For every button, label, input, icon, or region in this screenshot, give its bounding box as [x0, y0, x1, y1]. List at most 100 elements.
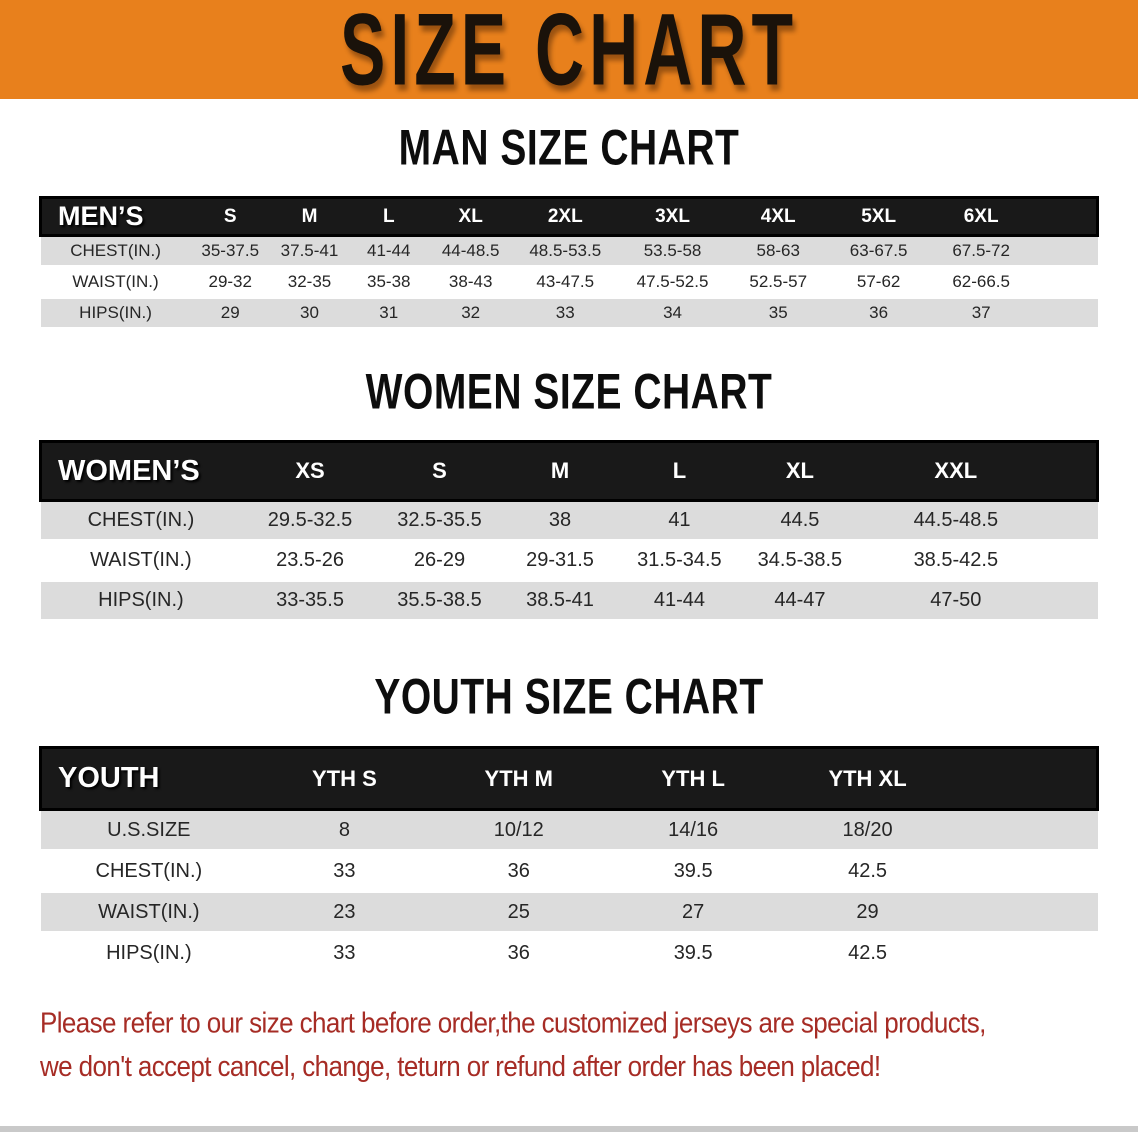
size-value: 47-50: [860, 580, 1051, 622]
row-label: U.S.SIZE: [40, 809, 258, 852]
row-label: CHEST(IN.): [40, 235, 191, 268]
table-row: CHEST(IN.) 29.5-32.5 32.5-35.5 38 41 44.5 44.5…: [40, 500, 1098, 542]
size-value: 32: [428, 297, 513, 330]
banner: SIZE CHART: [0, 0, 1138, 107]
size-value: 23: [257, 891, 432, 934]
size-header: M: [500, 440, 620, 502]
spacer-cell: [1050, 500, 1098, 542]
table-row: HIPS(IN.) 29 30 31 32 33 34 35 36 37: [40, 297, 1098, 330]
size-value: 26-29: [378, 540, 501, 582]
size-value: 44.5: [739, 500, 861, 542]
youth-size-table: YOUTH YTH S YTH M YTH L YTH XL U.S.SIZE 8 10/1…: [39, 746, 1099, 975]
size-value: 10/12: [431, 809, 606, 852]
size-value: 39.5: [605, 932, 781, 975]
size-value: 33: [512, 297, 618, 330]
size-value: 8: [257, 809, 432, 852]
size-header: L: [619, 440, 740, 502]
table-row: WAIST(IN.) 29-32 32-35 35-38 38-43 43-47.5 47.…: [40, 266, 1098, 299]
size-value: 41-44: [349, 235, 429, 268]
size-value: 29.5-32.5: [241, 500, 379, 542]
size-value: 34: [617, 297, 728, 330]
group-label: MEN’S: [38, 196, 191, 237]
size-value: 36: [828, 297, 929, 330]
size-value: 35: [727, 297, 829, 330]
size-value: 29: [780, 891, 955, 934]
table-row: U.S.SIZE 8 10/12 14/16 18/20: [40, 809, 1098, 852]
size-header: YTH M: [431, 746, 606, 811]
size-value: 38.5-41: [500, 580, 620, 622]
size-header: 5XL: [828, 196, 929, 237]
spacer-cell: [954, 809, 1098, 852]
size-value: 58-63: [727, 235, 829, 268]
women-size-section: WOMEN SIZE CHART WOMEN’S XS S M L XL XXL CHEST…: [0, 365, 1138, 622]
size-value: 43-47.5: [512, 266, 618, 299]
size-header: XXL: [860, 440, 1051, 502]
header-row: MEN’S S M L XL 2XL 3XL 4XL 5XL 6XL: [38, 196, 1099, 237]
size-value: 18/20: [780, 809, 955, 852]
size-value: 36: [431, 932, 606, 975]
size-value: 36: [431, 850, 606, 893]
spacer-cell: [1034, 297, 1098, 330]
size-value: 47.5-52.5: [617, 266, 728, 299]
row-label: WAIST(IN.): [40, 266, 191, 299]
size-value: 29-32: [190, 266, 270, 299]
size-value: 31.5-34.5: [619, 540, 740, 582]
spacer-cell: [954, 746, 1099, 811]
row-label: WAIST(IN.): [40, 540, 242, 582]
row-label: CHEST(IN.): [40, 500, 242, 542]
size-header: XL: [739, 440, 861, 502]
table-row: CHEST(IN.) 33 36 39.5 42.5: [40, 850, 1098, 893]
size-header: YTH XL: [780, 746, 955, 811]
size-value: 32-35: [269, 266, 350, 299]
size-value: 31: [349, 297, 429, 330]
size-header: M: [269, 196, 350, 237]
table-row: WAIST(IN.) 23.5-26 26-29 29-31.5 31.5-34.5 34…: [40, 540, 1098, 582]
table-row: CHEST(IN.) 35-37.5 37.5-41 41-44 44-48.5 48.5…: [40, 235, 1098, 268]
row-label: HIPS(IN.): [40, 932, 258, 975]
group-label: YOUTH: [39, 746, 258, 811]
order-note: Please refer to our size chart before or…: [40, 1001, 1138, 1088]
size-header: YTH L: [605, 746, 781, 811]
size-header: 4XL: [727, 196, 829, 237]
size-value: 41-44: [619, 580, 740, 622]
men-size-table: MEN’S S M L XL 2XL 3XL 4XL 5XL 6XL CHEST(IN.) 35-3…: [38, 196, 1099, 330]
size-value: 38: [500, 500, 620, 542]
footer-strip: [0, 1126, 1138, 1132]
header-row: WOMEN’S XS S M L XL XXL: [39, 440, 1099, 502]
size-header: L: [349, 196, 429, 237]
size-header: S: [190, 196, 270, 237]
spacer-cell: [1050, 540, 1098, 582]
spacer-cell: [954, 891, 1098, 934]
size-value: 44.5-48.5: [860, 500, 1051, 542]
page-title: SIZE CHART: [340, 0, 798, 107]
size-value: 39.5: [605, 850, 781, 893]
row-label: HIPS(IN.): [40, 297, 191, 330]
size-value: 38-43: [428, 266, 513, 299]
size-value: 27: [605, 891, 781, 934]
size-header: S: [378, 440, 501, 502]
size-value: 44-48.5: [428, 235, 513, 268]
size-value: 25: [431, 891, 606, 934]
spacer-cell: [954, 932, 1098, 975]
spacer-cell: [1034, 235, 1098, 268]
size-value: 38.5-42.5: [860, 540, 1051, 582]
spacer-cell: [1034, 196, 1099, 237]
size-header: XS: [241, 440, 379, 502]
size-header: YTH S: [257, 746, 432, 811]
size-value: 42.5: [780, 850, 955, 893]
size-value: 53.5-58: [617, 235, 728, 268]
size-value: 34.5-38.5: [739, 540, 861, 582]
size-value: 63-67.5: [828, 235, 929, 268]
spacer-cell: [1050, 440, 1099, 502]
spacer-cell: [954, 850, 1098, 893]
size-value: 44-47: [739, 580, 861, 622]
size-value: 32.5-35.5: [378, 500, 501, 542]
header-row: YOUTH YTH S YTH M YTH L YTH XL: [39, 746, 1099, 811]
size-value: 35-38: [349, 266, 429, 299]
row-label: CHEST(IN.): [40, 850, 258, 893]
size-value: 41: [619, 500, 740, 542]
spacer-cell: [1034, 266, 1098, 299]
size-header: XL: [428, 196, 513, 237]
size-header: 3XL: [617, 196, 728, 237]
size-value: 62-66.5: [928, 266, 1034, 299]
